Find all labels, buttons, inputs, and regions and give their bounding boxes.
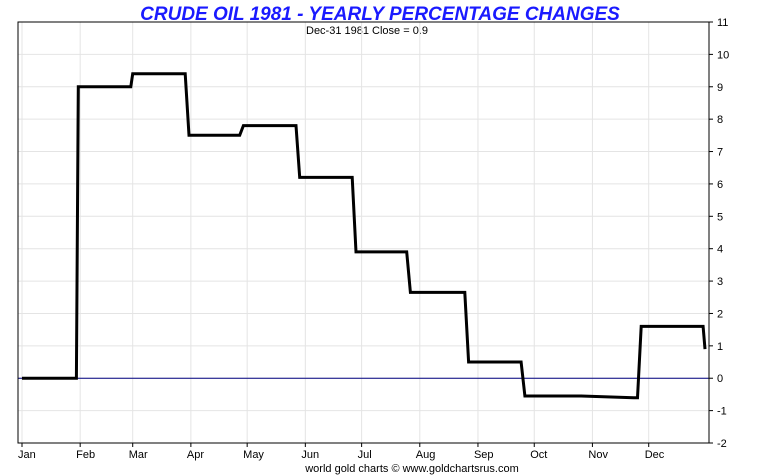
x-tick-label: Jan xyxy=(18,449,36,461)
x-tick-label: Jul xyxy=(358,449,372,461)
y-tick-label: 11 xyxy=(717,17,728,29)
y-tick-label: 8 xyxy=(717,114,723,126)
plot-frame xyxy=(17,21,710,444)
x-tick-label: Feb xyxy=(76,449,95,461)
x-tick-label: May xyxy=(243,449,264,461)
chart-title: CRUDE OIL 1981 - YEARLY PERCENTAGE CHANG… xyxy=(140,4,620,25)
x-tick-label: Mar xyxy=(129,449,148,461)
x-tick-label: Oct xyxy=(530,449,547,461)
x-tick-label: Sep xyxy=(474,449,494,461)
y-tick-label: 7 xyxy=(717,147,723,159)
x-ticks: Jan Feb Mar Apr May Jun Jul Aug Sep Oct Nov Dec xyxy=(18,443,665,461)
y-tick-label: 10 xyxy=(717,49,729,61)
y-tick-label: 6 xyxy=(717,179,723,191)
y-ticks: -2 -1 0 1 2 3 4 5 6 7 8 9 10 11 xyxy=(709,17,729,450)
series-line xyxy=(22,72,707,400)
y-tick-label: 0 xyxy=(717,373,723,385)
x-tick-label: Apr xyxy=(187,449,204,461)
x-tick-label: Nov xyxy=(588,449,608,461)
y-tick-label: 1 xyxy=(717,341,723,353)
y-tick-label: -2 xyxy=(717,438,727,450)
y-tick-label: 2 xyxy=(717,308,723,320)
x-tick-label: Jun xyxy=(301,449,319,461)
y-tick-label: 9 xyxy=(717,82,723,94)
y-tick-label: 5 xyxy=(717,211,723,223)
x-tick-label: Aug xyxy=(416,449,436,461)
y-tick-label: 3 xyxy=(717,276,723,288)
chart-footer: world gold charts © www.goldchartsrus.co… xyxy=(304,463,519,475)
chart-subtitle: Dec-31 1981 Close = 0.9 xyxy=(306,25,428,37)
grid-lines xyxy=(18,21,709,444)
x-tick-label: Dec xyxy=(645,449,665,461)
y-tick-label: -1 xyxy=(717,406,727,418)
y-tick-label: 4 xyxy=(717,244,723,256)
